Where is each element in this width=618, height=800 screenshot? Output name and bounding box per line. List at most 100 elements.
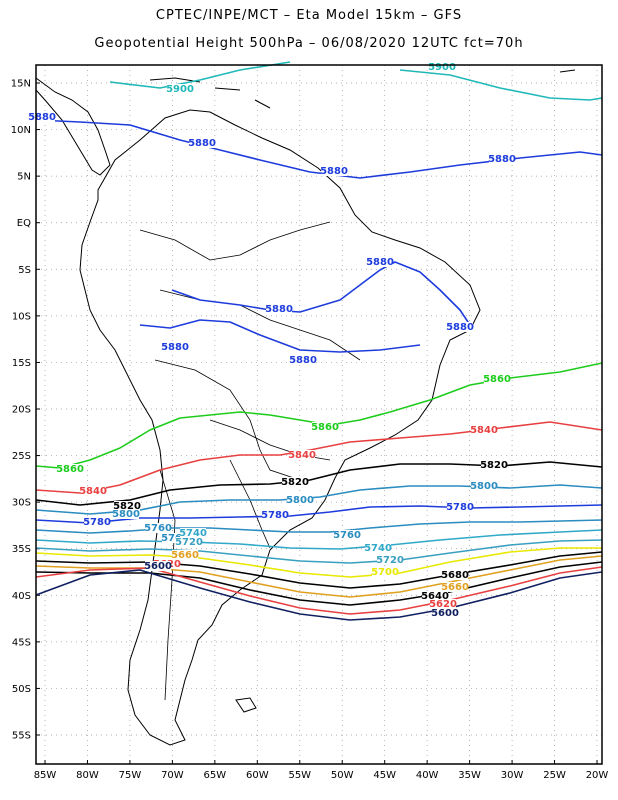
contour-label-5820: 5820 bbox=[480, 460, 508, 471]
contour-label-bg bbox=[287, 495, 313, 505]
contour-label-bg bbox=[429, 62, 455, 72]
contour-label-5880: 5880 bbox=[488, 154, 516, 165]
contour-5680 bbox=[35, 551, 603, 589]
lon-tick-label: 75W bbox=[119, 770, 142, 781]
contour-label-5880: 5880 bbox=[366, 257, 394, 268]
contour-label-5840: 5840 bbox=[470, 425, 498, 436]
contour-label-bg bbox=[334, 530, 360, 540]
contour-5880 bbox=[171, 261, 471, 331]
contour-label-5780: 5780 bbox=[261, 510, 289, 521]
contour-label-bg bbox=[84, 517, 110, 527]
map-title-line1: CPTEC/INPE/MCT – Eta Model 15km – GFS bbox=[155, 8, 463, 23]
lat-tick-label: 15N bbox=[11, 79, 31, 90]
contour-label-bg bbox=[145, 523, 171, 533]
contour-label-5880: 5880 bbox=[28, 112, 56, 123]
lat-tick-label: 40S bbox=[12, 591, 31, 602]
contour-label-bg bbox=[430, 599, 456, 609]
contour-label-5880: 5880 bbox=[161, 342, 189, 353]
contour-label-5780: 5780 bbox=[83, 517, 111, 528]
contour-5760 bbox=[35, 519, 603, 534]
graticule bbox=[36, 65, 602, 764]
contour-label-bg bbox=[80, 486, 106, 496]
contour-label-5720: 5720 bbox=[376, 555, 404, 566]
contour-label-bg bbox=[312, 422, 338, 432]
contour-label-bg bbox=[442, 570, 468, 580]
contour-label-5840: 5840 bbox=[288, 450, 316, 461]
height-contours bbox=[35, 61, 603, 621]
contour-label-bg bbox=[484, 374, 510, 384]
contour-label-5900: 5900 bbox=[428, 62, 456, 73]
contour-label-5700: 5700 bbox=[371, 567, 399, 578]
contour-label-5780: 5780 bbox=[446, 502, 474, 513]
contour-label-bg bbox=[113, 509, 139, 519]
lon-tick-label: 55W bbox=[288, 770, 311, 781]
contour-5700 bbox=[35, 547, 602, 578]
lon-tick-label: 35W bbox=[458, 770, 481, 781]
lat-tick-label: 5N bbox=[17, 172, 31, 183]
lon-tick-label: 60W bbox=[246, 770, 269, 781]
contour-label-bg bbox=[145, 561, 171, 571]
lat-tick-label: 5S bbox=[18, 265, 31, 276]
coastline-and-borders bbox=[35, 69, 576, 746]
contour-label-bg bbox=[290, 355, 316, 365]
contour-label-bg bbox=[365, 543, 391, 553]
contour-label-5740: 5740 bbox=[179, 528, 207, 539]
contour-label-bg bbox=[422, 591, 448, 601]
lon-tick-label: 70W bbox=[161, 770, 184, 781]
contour-label-5800: 5800 bbox=[286, 495, 314, 506]
lat-tick-label: 55S bbox=[12, 731, 31, 742]
contour-5900 bbox=[109, 61, 291, 89]
contour-5720 bbox=[35, 539, 603, 564]
contour-label-5900: 5900 bbox=[166, 84, 194, 95]
lon-tick-label: 45W bbox=[373, 770, 396, 781]
contour-label-5720: 5720 bbox=[175, 537, 203, 548]
contour-label-5880: 5880 bbox=[446, 322, 474, 333]
contour-label-5880: 5880 bbox=[289, 355, 317, 366]
contour-label-bg bbox=[321, 166, 347, 176]
lat-tick-label: 50S bbox=[12, 684, 31, 695]
contour-label-bg bbox=[167, 84, 193, 94]
lat-tick-label: EQ bbox=[17, 218, 31, 229]
contour-label-bg bbox=[172, 550, 198, 560]
contour-label-bg bbox=[471, 481, 497, 491]
contour-label-bg bbox=[432, 608, 458, 618]
contour-5900 bbox=[399, 69, 603, 101]
falkland-islands bbox=[235, 697, 257, 713]
contour-label-5760: 5760 bbox=[161, 533, 189, 544]
country-borders bbox=[139, 221, 361, 701]
contour-5740 bbox=[35, 529, 603, 550]
lon-tick-label: 85W bbox=[34, 770, 57, 781]
central-america-coastline bbox=[35, 77, 111, 176]
lon-tick-label: 25W bbox=[543, 770, 566, 781]
contour-5880 bbox=[35, 119, 603, 179]
contour-label-bg bbox=[372, 567, 398, 577]
contour-label-5820: 5820 bbox=[113, 501, 141, 512]
contour-label-bg bbox=[481, 460, 507, 470]
contour-label-bg bbox=[471, 425, 497, 435]
contour-label-bg bbox=[266, 304, 292, 314]
lon-tick-label: 50W bbox=[331, 770, 354, 781]
south-america-coastline bbox=[79, 109, 481, 746]
contour-label-5860: 5860 bbox=[483, 374, 511, 385]
lat-tick-label: 10S bbox=[12, 311, 31, 322]
contour-label-bg bbox=[282, 477, 308, 487]
contour-5620 bbox=[35, 566, 603, 615]
contour-label-bg bbox=[176, 537, 202, 547]
contour-label-5860: 5860 bbox=[56, 464, 84, 475]
contour-label-bg bbox=[114, 501, 140, 511]
lat-tick-label: 25S bbox=[12, 451, 31, 462]
contour-label-5660: 5660 bbox=[171, 550, 199, 561]
contour-label-bg bbox=[262, 510, 288, 520]
contour-label-5620: 5620 bbox=[429, 599, 457, 610]
contour-label-bg bbox=[367, 257, 393, 267]
contour-5640 bbox=[35, 561, 603, 606]
contour-label-5640: 5640 bbox=[421, 591, 449, 602]
contour-label-bg bbox=[29, 112, 55, 122]
lon-tick-label: 20W bbox=[586, 770, 609, 781]
contour-label-5880: 5880 bbox=[265, 304, 293, 315]
lon-tick-label: 40W bbox=[416, 770, 439, 781]
contour-label-bg bbox=[180, 528, 206, 538]
contour-label-bg bbox=[189, 138, 215, 148]
lat-tick-label: 10N bbox=[11, 125, 31, 136]
map-title-line2: Geopotential Height 500hPa – 06/08/2020 … bbox=[94, 36, 524, 51]
